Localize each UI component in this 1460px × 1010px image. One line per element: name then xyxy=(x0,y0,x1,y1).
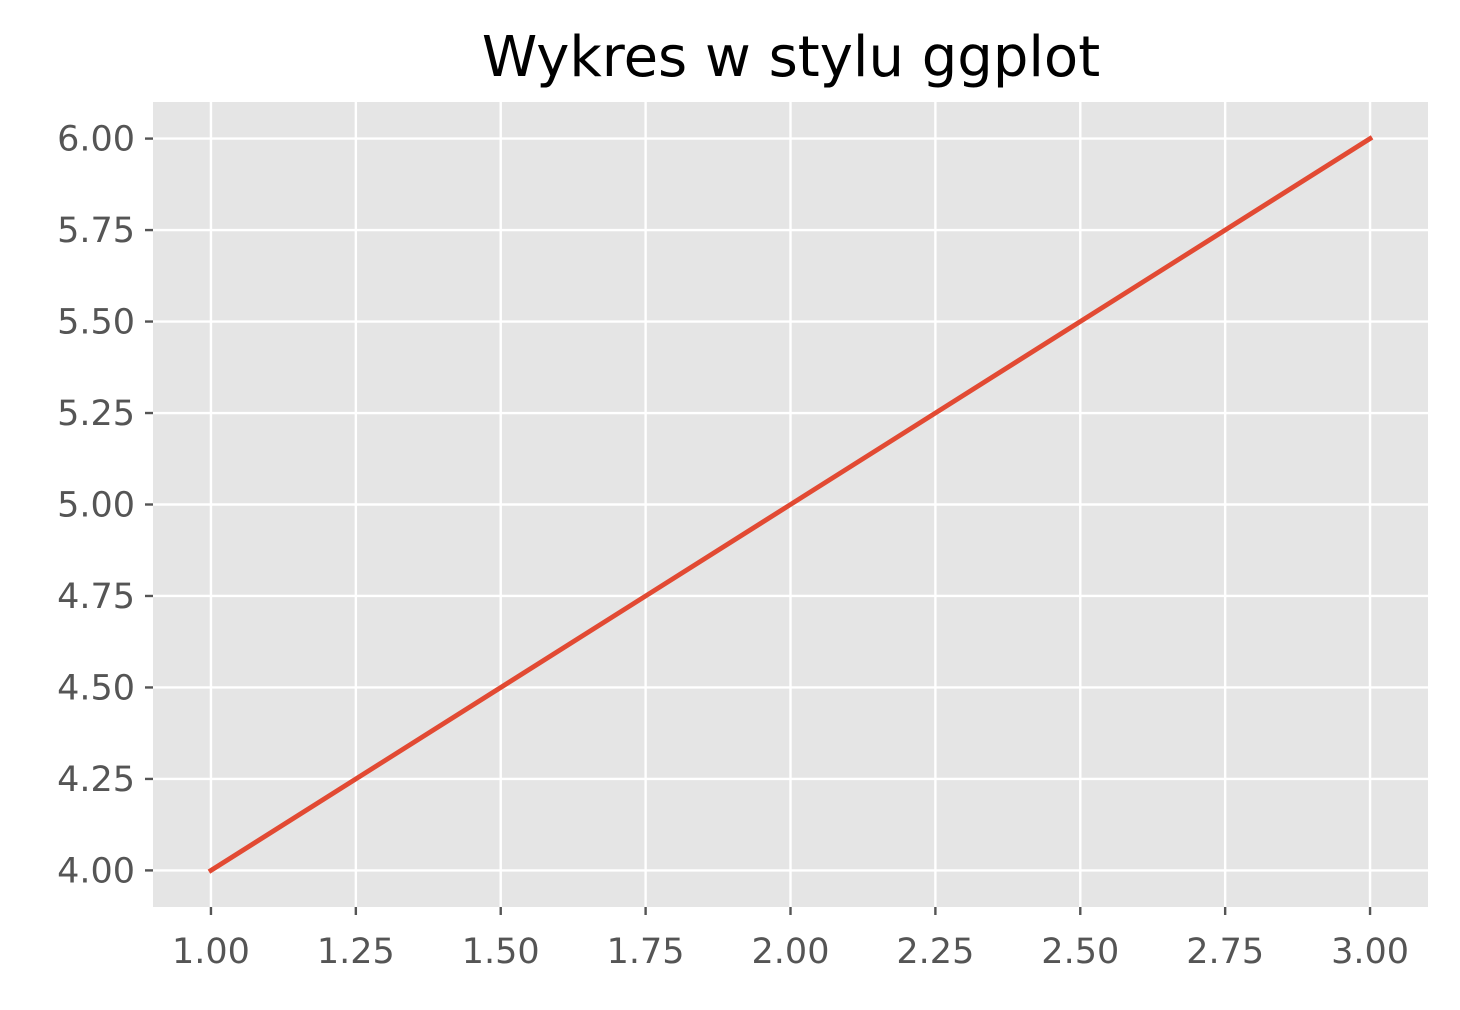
x-tick-label: 1.00 xyxy=(172,932,250,972)
y-tick-label: 5.00 xyxy=(57,486,135,526)
grid xyxy=(153,102,1428,907)
x-tick-label: 1.25 xyxy=(317,932,395,972)
series-line xyxy=(207,135,1374,874)
tick-labels: 1.00 1.25 1.50 1.75 2.00 2.25 2.50 2.75 3.00 4.00… xyxy=(57,120,1409,972)
y-tick-label: 5.50 xyxy=(57,303,135,343)
x-tick-label: 2.75 xyxy=(1186,932,1264,972)
x-tick-label: 3.00 xyxy=(1331,932,1409,972)
x-tick-label: 2.25 xyxy=(896,932,974,972)
x-tick-label: 1.50 xyxy=(462,932,540,972)
y-tick-label: 6.00 xyxy=(57,120,135,160)
y-tick-label: 4.00 xyxy=(57,851,135,891)
x-tick-label: 2.50 xyxy=(1041,932,1119,972)
y-tick-label: 4.50 xyxy=(57,668,135,708)
chart-title: Wykres w stylu ggplot xyxy=(482,25,1100,90)
y-tick-label: 4.25 xyxy=(57,760,135,800)
y-tick-label: 4.75 xyxy=(57,577,135,617)
x-tick-label: 1.75 xyxy=(607,932,685,972)
axis-ticks xyxy=(145,137,1372,915)
y-tick-label: 5.25 xyxy=(57,394,135,434)
y-tick-label: 5.75 xyxy=(57,211,135,251)
series xyxy=(207,135,1374,874)
x-tick-label: 2.00 xyxy=(752,932,830,972)
